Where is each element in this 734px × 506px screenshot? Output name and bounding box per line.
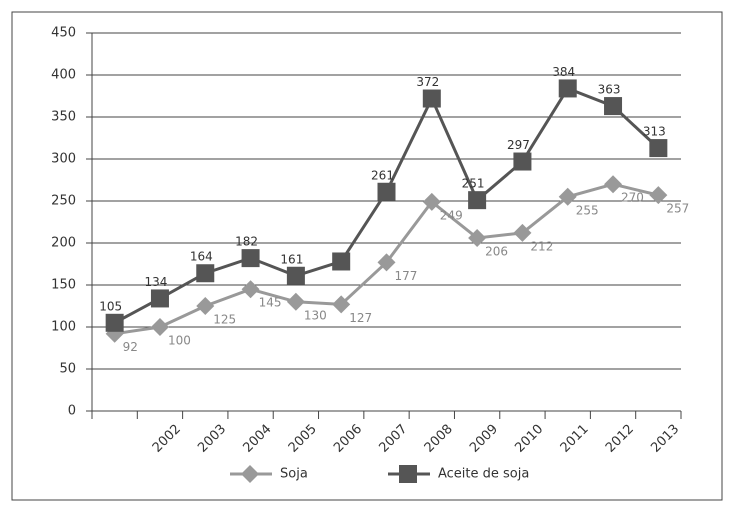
point — [332, 295, 351, 314]
x-tick-label: 2004 — [241, 422, 275, 456]
x-tick-label: 2005 — [286, 422, 320, 456]
legend-label: Aceite de soja — [438, 467, 529, 482]
x-tick-label: 2009 — [467, 422, 501, 456]
data-label: 372 — [416, 75, 439, 89]
data-label: 177 — [395, 269, 418, 283]
point — [105, 313, 124, 332]
data-label: 130 — [304, 308, 327, 322]
x-tick-label: 2003 — [195, 422, 229, 456]
y-tick-label: 0 — [68, 404, 76, 419]
point — [513, 152, 532, 171]
y-tick-label: 250 — [51, 194, 76, 209]
y-tick-label: 50 — [59, 362, 76, 377]
y-tick-label: 100 — [51, 320, 76, 335]
y-tick-label: 150 — [51, 278, 76, 293]
legend-marker — [399, 465, 417, 483]
point — [286, 292, 305, 311]
x-tick-label: 2011 — [558, 422, 592, 456]
data-label: 182 — [235, 235, 258, 249]
legend-label: Soja — [280, 467, 308, 482]
data-label: 297 — [507, 138, 530, 152]
data-label: 257 — [666, 202, 689, 216]
point — [604, 97, 623, 116]
legend-marker — [241, 465, 259, 483]
data-label: 161 — [280, 252, 303, 266]
x-tick-label: 2006 — [331, 422, 365, 456]
point — [468, 191, 487, 210]
y-tick-label: 450 — [51, 26, 76, 41]
data-label: 100 — [168, 334, 191, 348]
data-label: 384 — [552, 65, 575, 79]
data-label: 134 — [145, 275, 168, 289]
data-label: 212 — [530, 239, 553, 253]
point — [150, 289, 169, 308]
data-label: 261 — [371, 168, 394, 182]
data-label: 105 — [99, 299, 122, 313]
frame — [11, 11, 723, 501]
point — [558, 79, 577, 98]
point — [150, 318, 169, 336]
point — [377, 253, 396, 272]
data-label: 363 — [598, 83, 621, 97]
x-tick-label: 2013 — [648, 422, 682, 456]
point — [332, 252, 351, 271]
data-label: 313 — [643, 125, 666, 139]
data-label: 206 — [485, 244, 508, 258]
point — [241, 249, 260, 268]
point — [422, 192, 441, 211]
data-label: 255 — [576, 203, 599, 217]
point — [286, 266, 305, 285]
x-tick-label: 2008 — [422, 422, 456, 456]
x-tick-label: 2010 — [512, 422, 546, 456]
data-label: 125 — [213, 313, 236, 327]
data-label: 127 — [349, 311, 372, 325]
point — [558, 187, 577, 206]
data-label: 145 — [259, 296, 282, 310]
point — [241, 280, 260, 299]
y-tick-label: 400 — [51, 68, 76, 83]
point — [468, 228, 487, 247]
data-label: 164 — [190, 250, 213, 264]
point — [377, 182, 396, 201]
data-label: 92 — [123, 340, 138, 354]
point — [196, 264, 215, 283]
data-label: 249 — [440, 208, 463, 222]
point — [604, 175, 623, 194]
y-tick-label: 200 — [51, 236, 76, 251]
point — [422, 89, 441, 108]
point — [649, 186, 668, 205]
data-label: 270 — [621, 191, 644, 205]
point — [196, 297, 215, 315]
data-label: 251 — [462, 177, 485, 191]
x-tick-label: 2007 — [376, 422, 410, 456]
x-tick-label: 2012 — [603, 422, 637, 456]
y-tick-label: 350 — [51, 110, 76, 125]
point — [649, 139, 668, 158]
point — [513, 223, 532, 242]
y-tick-label: 300 — [51, 152, 76, 167]
x-tick-label: 2002 — [150, 422, 184, 456]
